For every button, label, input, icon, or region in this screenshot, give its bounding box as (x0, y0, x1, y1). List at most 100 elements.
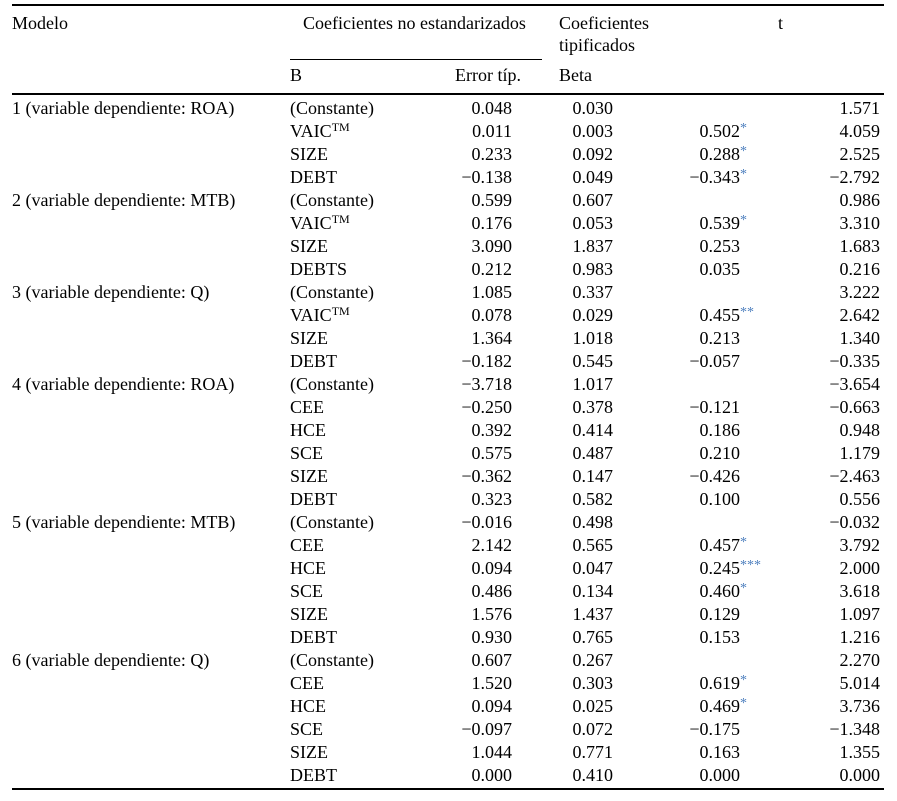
table-row: 2 (variable dependiente: MTB) (Constante… (12, 189, 880, 212)
variable-cell: (Constante) (290, 373, 440, 396)
table-row: DEBT 0.000 0.410 0.000 0.000 (12, 764, 880, 787)
table-row: 4 (variable dependiente: ROA) (Constante… (12, 373, 880, 396)
variable-superscript: TM (331, 212, 350, 226)
stderr-value-cell: 0.025 (572, 696, 614, 716)
t-value-cell: 1.179 (839, 443, 881, 463)
t-value-cell: 0.986 (839, 190, 881, 210)
stderr-value-cell: 0.003 (572, 121, 614, 141)
table-row: CEE −0.250 0.378 −0.121 −0.663 (12, 396, 880, 419)
model-cell (12, 396, 290, 419)
stderr-value-cell: 0.053 (572, 213, 614, 233)
variable-label: SIZE (290, 604, 328, 624)
variable-cell: SIZE (290, 143, 440, 166)
variable-label: SCE (290, 719, 324, 739)
b-value-cell: −0.138 (461, 167, 512, 187)
model-cell: 5 (variable dependiente: MTB) (12, 512, 236, 532)
stderr-value-cell: 0.410 (572, 765, 614, 785)
table-row: DEBT 0.323 0.582 0.100 0.556 (12, 488, 880, 511)
t-value-cell: 2.525 (839, 144, 881, 164)
beta-value: 0.460 (699, 581, 741, 601)
stderr-value-cell: 0.147 (572, 466, 614, 486)
b-value-cell: −3.718 (461, 374, 512, 394)
model-cell (12, 534, 290, 557)
beta-value-cell: 0.502 * (613, 120, 748, 143)
variable-label: DEBTS (290, 259, 348, 279)
column-header-coeficientes-tipificados: Coeficientes tipificados (559, 13, 649, 55)
stderr-value-cell: 0.267 (572, 650, 614, 670)
t-value-cell: 1.355 (839, 742, 881, 762)
variable-label: SIZE (290, 144, 328, 164)
model-cell (12, 488, 290, 511)
b-value-cell: −0.362 (461, 466, 512, 486)
table-row: CEE 2.142 0.565 0.457 * 3.792 (12, 534, 880, 557)
variable-cell: SIZE (290, 603, 440, 626)
beta-value-cell: 0.000 (613, 764, 741, 787)
beta-value: 0.000 (699, 765, 741, 785)
model-cell: 2 (variable dependiente: MTB) (12, 190, 236, 210)
beta-value-cell: −0.343 * (613, 166, 747, 189)
variable-cell: DEBT (290, 350, 440, 373)
model-cell: 3 (variable dependiente: Q) (12, 282, 210, 302)
significance-stars: * (740, 121, 747, 136)
t-value-cell: 1.683 (839, 236, 881, 256)
significance-stars: ** (740, 305, 754, 320)
model-cell (12, 212, 290, 235)
header-bottom-rule (12, 93, 884, 95)
variable-cell: CEE (290, 396, 440, 419)
variable-cell: SIZE (290, 465, 440, 488)
t-value-cell: 3.310 (839, 213, 881, 233)
beta-value-cell: −0.175 (613, 718, 740, 741)
variable-label: HCE (290, 558, 326, 578)
t-value-cell: 1.216 (839, 627, 881, 647)
variable-cell: DEBTS (290, 258, 440, 281)
t-value-cell: 3.222 (839, 282, 881, 302)
beta-value: 0.163 (699, 742, 741, 762)
beta-value: −0.426 (689, 466, 740, 486)
b-value-cell: 2.142 (471, 535, 513, 555)
variable-cell: VAICTM (290, 120, 440, 143)
b-value-cell: 0.392 (471, 420, 513, 440)
stderr-value-cell: 0.582 (572, 489, 614, 509)
stderr-value-cell: 0.607 (572, 190, 614, 210)
model-cell (12, 695, 290, 718)
table-row: HCE 0.094 0.047 0.245 *** 2.000 (12, 557, 880, 580)
t-value-cell: 2.000 (839, 558, 881, 578)
model-cell (12, 166, 290, 189)
model-cell (12, 626, 290, 649)
beta-value-cell: −0.121 (613, 396, 740, 419)
b-value-cell: 1.044 (471, 742, 513, 762)
beta-value: 0.288 (699, 144, 741, 164)
table-row: 3 (variable dependiente: Q) (Constante) … (12, 281, 880, 304)
stderr-value-cell: 1.018 (572, 328, 614, 348)
model-cell (12, 603, 290, 626)
beta-value: 0.186 (699, 420, 741, 440)
significance-stars: * (740, 535, 747, 550)
stderr-value-cell: 0.047 (572, 558, 614, 578)
variable-cell: (Constante) (290, 511, 440, 534)
column-header-beta: Beta (559, 65, 592, 85)
beta-value-cell: 0.210 (613, 442, 741, 465)
stderr-value-cell: 0.487 (572, 443, 614, 463)
b-value-cell: 0.599 (471, 190, 513, 210)
variable-cell: SIZE (290, 741, 440, 764)
variable-label: SCE (290, 581, 324, 601)
variable-cell: CEE (290, 672, 440, 695)
stderr-value-cell: 0.545 (572, 351, 614, 371)
variable-label: HCE (290, 696, 326, 716)
table-row: VAICTM 0.011 0.003 0.502 * 4.059 (12, 120, 880, 143)
significance-stars: * (740, 144, 747, 159)
t-value-cell: 2.642 (839, 305, 881, 325)
model-cell (12, 143, 290, 166)
variable-cell: (Constante) (290, 189, 440, 212)
b-value-cell: 3.090 (471, 236, 513, 256)
t-value-cell: −0.032 (829, 512, 880, 532)
beta-value: 0.455 (699, 305, 741, 325)
table-row: DEBT 0.930 0.765 0.153 1.216 (12, 626, 880, 649)
b-value-cell: 0.930 (471, 627, 513, 647)
model-cell: 6 (variable dependiente: Q) (12, 650, 210, 670)
b-value-cell: 0.607 (471, 650, 513, 670)
beta-value-cell (613, 511, 740, 534)
b-value-cell: 0.212 (471, 259, 513, 279)
t-value-cell: −3.654 (829, 374, 880, 394)
stderr-value-cell: 0.092 (572, 144, 614, 164)
